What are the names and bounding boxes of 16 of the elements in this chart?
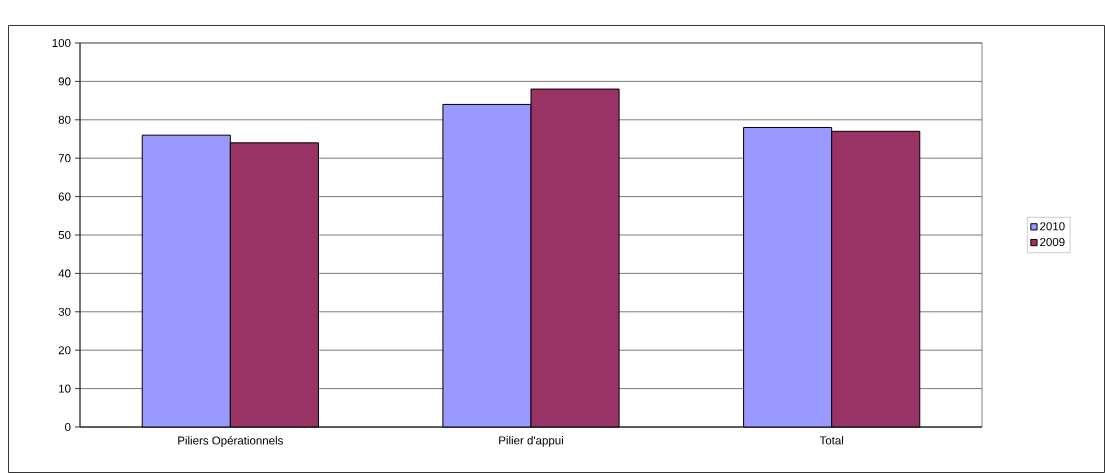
y-tick-label: 20 bbox=[58, 346, 71, 355]
y-tick-label: 90 bbox=[58, 77, 71, 86]
x-tick-label: Piliers Opérationnels bbox=[178, 436, 283, 447]
legend-label: 2010 bbox=[1040, 222, 1065, 231]
y-tick-label: 30 bbox=[58, 307, 71, 316]
y-tick-label: 60 bbox=[58, 192, 71, 201]
x-tick-label: Total bbox=[819, 436, 844, 445]
y-tick-label: 10 bbox=[59, 384, 71, 393]
y-tick-label: 0 bbox=[65, 422, 71, 432]
legend-label: 2009 bbox=[1040, 237, 1065, 247]
y-tick-label: 100 bbox=[52, 38, 71, 48]
y-tick-label: 70 bbox=[58, 154, 71, 163]
y-tick-label: 80 bbox=[58, 115, 71, 124]
x-tick-label: Pilier d'appui bbox=[499, 436, 563, 447]
y-tick-label: 40 bbox=[58, 269, 71, 278]
y-tick-label: 50 bbox=[58, 230, 71, 240]
